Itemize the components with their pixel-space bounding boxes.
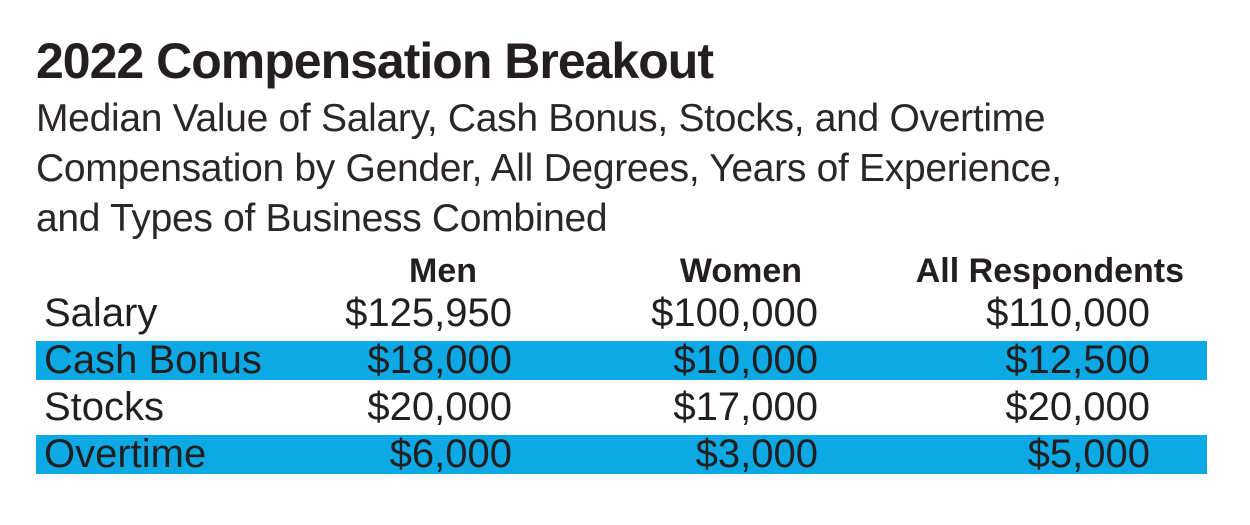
stocks-women-value: $17,000 bbox=[673, 385, 818, 429]
subtitle-line-1: Median Value of Salary, Cash Bonus, Stoc… bbox=[36, 97, 1046, 140]
table-row-stocks: Stocks $20,000 $17,000 $20,000 bbox=[36, 384, 1207, 431]
header-cell-women: Women bbox=[512, 252, 818, 290]
content-wrap: 2022 Compensation Breakout Median Value … bbox=[36, 32, 1207, 478]
page-title: 2022 Compensation Breakout bbox=[36, 33, 714, 89]
subtitle-line-2: Compensation by Gender, All Degrees, Yea… bbox=[36, 147, 1062, 190]
cash-bonus-men-value: $18,000 bbox=[367, 338, 512, 382]
column-header-all-respondents: All Respondents bbox=[915, 252, 1184, 290]
column-header-women: Women bbox=[679, 252, 802, 290]
overtime-men-value: $6,000 bbox=[389, 432, 512, 476]
row-label-stocks: Stocks bbox=[44, 385, 165, 429]
cash-bonus-all-value: $12,500 bbox=[1005, 338, 1150, 382]
row-label-cash-bonus: Cash Bonus bbox=[44, 338, 262, 382]
row-label-salary: Salary bbox=[44, 291, 158, 335]
salary-women-value: $100,000 bbox=[651, 291, 818, 335]
chart-subtitle: Median Value of Salary, Cash Bonus, Stoc… bbox=[36, 94, 1207, 244]
stocks-all-value: $20,000 bbox=[1005, 385, 1150, 429]
row-label-overtime: Overtime bbox=[44, 432, 207, 476]
table-header-row: Men Women All Respondents bbox=[36, 246, 1207, 290]
table-row-overtime: Overtime $6,000 $3,000 $5,000 bbox=[36, 431, 1207, 478]
header-cell-all-respondents: All Respondents bbox=[818, 252, 1184, 290]
table-row-salary: Salary $125,950 $100,000 $110,000 bbox=[36, 290, 1207, 337]
salary-all-value: $110,000 bbox=[986, 291, 1150, 335]
overtime-all-value: $5,000 bbox=[1027, 432, 1150, 476]
subtitle-line-3: and Types of Business Combined bbox=[36, 197, 608, 240]
column-header-men: Men bbox=[409, 252, 477, 290]
compensation-table: Men Women All Respondents Salary $125,95… bbox=[36, 246, 1207, 478]
overtime-women-value: $3,000 bbox=[695, 432, 818, 476]
stocks-men-value: $20,000 bbox=[367, 385, 512, 429]
table-row-cash-bonus: Cash Bonus $18,000 $10,000 $12,500 bbox=[36, 337, 1207, 384]
cash-bonus-women-value: $10,000 bbox=[673, 338, 818, 382]
salary-men-value: $125,950 bbox=[345, 291, 512, 335]
header-cell-men: Men bbox=[276, 252, 512, 290]
